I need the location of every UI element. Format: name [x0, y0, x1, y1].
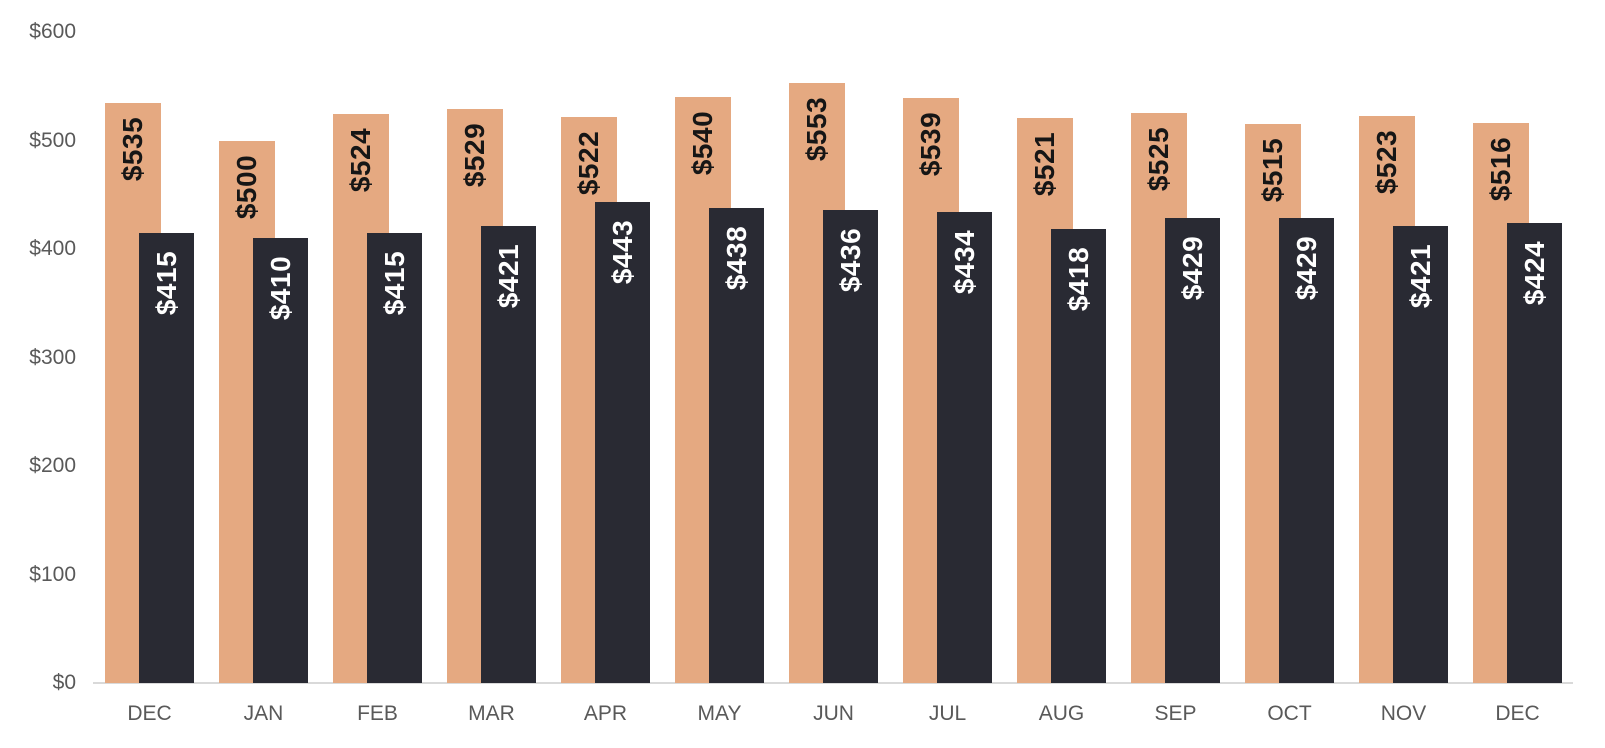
- bar-value-label-series-2-charcoal-jun-6: $436: [834, 227, 866, 293]
- bar-value-label-series-2-charcoal-apr-4: $443: [606, 220, 638, 285]
- bar-series-2-charcoal-may-5: [709, 207, 764, 683]
- x-tick-label-feb-2: FEB: [357, 702, 398, 725]
- bar-series-2-charcoal-jul-7: [937, 212, 992, 683]
- x-tick-label-apr-4: APR: [583, 702, 628, 725]
- bar-series-2-charcoal-dec-0: [139, 232, 194, 683]
- bar-value-label-series-1-tan-aug-8: $521: [1029, 131, 1060, 196]
- bar-value-label-series-2-charcoal-oct-10: $429: [1290, 235, 1322, 300]
- y-tick-label: $500: [29, 128, 76, 152]
- bar-value-label-series-1-tan-jun-6: $553: [801, 96, 832, 162]
- x-tick-label-jul-7: JUL: [928, 702, 967, 725]
- bar-value-label-series-1-tan-jul-7: $539: [915, 112, 946, 177]
- x-tick-label-jun-6: JUN: [813, 702, 854, 725]
- bar-value-label-series-1-tan-sep-9: $525: [1143, 127, 1174, 192]
- x-tick-label-mar-3: MAR: [468, 702, 515, 725]
- y-tick-label: $100: [29, 562, 76, 586]
- y-tick-label: $300: [29, 345, 76, 369]
- bar-series-2-charcoal-jan-1: [253, 238, 308, 683]
- y-tick-label: $200: [29, 454, 76, 477]
- bar-value-label-series-2-charcoal-feb-2: $415: [378, 250, 410, 315]
- x-tick-label-dec-0: DEC: [127, 702, 172, 725]
- bar-value-label-series-2-charcoal-dec-12: $424: [1518, 240, 1550, 306]
- bar-series-2-charcoal-aug-8: [1051, 229, 1106, 683]
- bar-series-2-charcoal-apr-4: [595, 202, 650, 683]
- bar-value-label-series-1-tan-apr-4: $522: [573, 130, 604, 195]
- bar-value-label-series-2-charcoal-jul-7: $434: [948, 229, 980, 295]
- bar-value-label-series-1-tan-may-5: $540: [687, 110, 718, 176]
- bar-value-label-series-1-tan-nov-11: $523: [1371, 129, 1402, 194]
- bar-value-label-series-1-tan-mar-3: $529: [459, 122, 490, 188]
- x-tick-label-oct-10: OCT: [1267, 702, 1312, 725]
- bar-value-label-series-2-charcoal-may-5: $438: [720, 225, 752, 290]
- x-tick-label-aug-8: AUG: [1038, 702, 1085, 725]
- bar-value-label-series-2-charcoal-aug-8: $418: [1062, 247, 1094, 312]
- x-tick-label-dec-12: DEC: [1495, 702, 1540, 725]
- x-axis-baseline: [93, 682, 1573, 684]
- bar-series-2-charcoal-jun-6: [823, 209, 878, 683]
- y-tick-label: $400: [29, 237, 76, 260]
- x-tick-label-jan-1: JAN: [243, 702, 284, 725]
- x-tick-label-may-5: MAY: [697, 702, 742, 725]
- bar-value-label-series-1-tan-dec-0: $535: [117, 116, 148, 181]
- bar-value-label-series-2-charcoal-nov-11: $421: [1404, 244, 1436, 309]
- bar-value-label-series-2-charcoal-mar-3: $421: [492, 244, 524, 309]
- bar-value-label-series-2-charcoal-jan-1: $410: [264, 255, 296, 321]
- y-tick-label: $0: [52, 671, 76, 694]
- bar-value-label-series-1-tan-jan-1: $500: [231, 154, 262, 219]
- bar-value-label-series-1-tan-feb-2: $524: [345, 128, 376, 193]
- bar-value-label-series-1-tan-dec-12: $516: [1485, 136, 1516, 202]
- x-tick-label-nov-11: NOV: [1380, 702, 1427, 725]
- bar-value-label-series-2-charcoal-dec-0: $415: [150, 250, 182, 315]
- x-tick-label-sep-9: SEP: [1154, 702, 1197, 725]
- bar-series-2-charcoal-mar-3: [481, 226, 536, 683]
- bar-series-2-charcoal-oct-10: [1279, 217, 1334, 683]
- bar-series-2-charcoal-sep-9: [1165, 217, 1220, 683]
- bar-value-label-series-2-charcoal-sep-9: $429: [1176, 235, 1208, 300]
- bar-value-label-series-1-tan-oct-10: $515: [1257, 138, 1288, 203]
- bar-series-2-charcoal-dec-12: [1507, 222, 1562, 683]
- bar-series-2-charcoal-nov-11: [1393, 226, 1448, 683]
- bar-series-2-charcoal-feb-2: [367, 232, 422, 683]
- y-tick-label: $600: [29, 20, 76, 43]
